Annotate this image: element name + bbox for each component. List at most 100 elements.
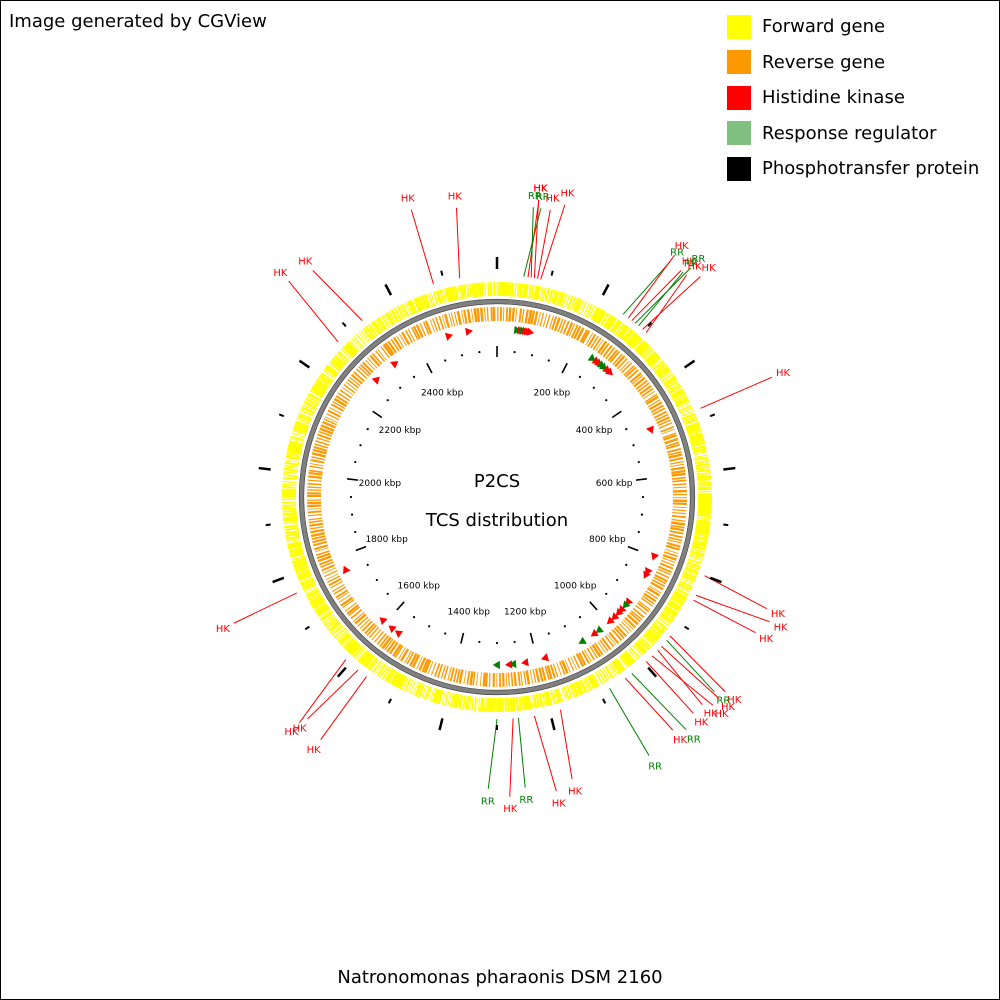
callout-line — [669, 635, 726, 693]
forward-gene — [556, 291, 563, 306]
forward-gene — [325, 364, 339, 376]
reverse-gene — [607, 349, 618, 362]
reverse-gene — [621, 621, 632, 632]
reverse-gene — [401, 331, 411, 346]
forward-gene — [439, 289, 445, 304]
inner-minor-tick — [386, 592, 389, 595]
reverse-gene — [669, 457, 684, 462]
forward-gene — [287, 540, 302, 547]
outer-tick — [684, 625, 690, 631]
outer-tick — [723, 523, 729, 527]
forward-gene — [599, 668, 609, 682]
forward-gene — [595, 671, 604, 685]
forward-gene — [289, 549, 304, 556]
reverse-gene — [635, 604, 648, 615]
forward-gene — [516, 283, 520, 298]
reverse-gene — [623, 365, 635, 376]
forward-gene — [301, 581, 316, 590]
reverse-gene — [450, 312, 456, 327]
reverse-gene — [570, 324, 579, 339]
reverse-gene — [458, 669, 464, 684]
hk-marker — [444, 332, 453, 341]
forward-gene — [697, 478, 712, 482]
reverse-gene — [453, 668, 458, 683]
forward-gene — [687, 558, 702, 565]
ruler-label: 200 kbp — [533, 389, 570, 399]
reverse-gene — [632, 607, 645, 619]
reverse-gene — [608, 631, 620, 644]
forward-gene — [689, 553, 704, 559]
reverse-gene — [466, 670, 471, 685]
forward-gene — [329, 623, 342, 634]
forward-gene — [602, 314, 612, 328]
hk-label: HK — [401, 194, 416, 205]
forward-gene — [447, 287, 454, 302]
forward-gene — [694, 456, 709, 462]
forward-gene — [510, 282, 514, 297]
reverse-gene — [641, 387, 654, 398]
outer-tick — [387, 698, 392, 704]
reverse-gene — [614, 355, 626, 368]
reverse-gene — [400, 648, 410, 662]
forward-gene — [547, 288, 554, 304]
forward-gene — [670, 595, 685, 605]
forward-gene — [344, 343, 357, 356]
forward-gene — [638, 344, 651, 357]
forward-gene — [399, 304, 407, 319]
forward-gene — [696, 474, 712, 480]
reverse-gene — [463, 670, 467, 685]
forward-gene — [683, 418, 698, 426]
rr-label: RR — [684, 258, 698, 269]
forward-gene — [327, 620, 341, 632]
forward-gene — [670, 388, 684, 398]
outer-tick — [723, 466, 736, 471]
inner-minor-tick — [616, 578, 619, 582]
forward-gene — [359, 651, 371, 665]
rr-label: RR — [528, 191, 542, 202]
forward-gene — [369, 658, 379, 671]
inner-major-tick — [347, 478, 359, 481]
forward-gene — [694, 459, 710, 465]
reverse-gene — [381, 636, 392, 650]
reverse-gene — [523, 670, 527, 685]
hk-label: HK — [694, 718, 709, 729]
reverse-gene — [448, 313, 453, 327]
reverse-gene — [364, 622, 376, 635]
reverse-gene — [480, 307, 484, 322]
reverse-gene — [513, 672, 517, 687]
credit-text: Image generated by CGView — [9, 11, 267, 32]
inner-major-tick — [627, 545, 639, 552]
reverse-gene — [651, 579, 666, 588]
forward-gene — [583, 302, 591, 316]
forward-gene — [319, 611, 334, 622]
reverse-gene — [486, 307, 489, 322]
outer-tick — [336, 666, 347, 678]
inner-minor-tick — [428, 625, 431, 628]
forward-gene — [401, 677, 409, 691]
forward-gene — [431, 688, 439, 703]
reverse-gene — [384, 342, 395, 356]
callout-line — [645, 274, 688, 333]
forward-gene — [444, 287, 451, 303]
forward-gene — [387, 669, 397, 684]
forward-gene — [303, 400, 318, 410]
forward-gene — [300, 578, 315, 587]
reverse-gene — [548, 315, 555, 330]
forward-gene — [633, 642, 646, 655]
forward-gene — [371, 320, 383, 334]
forward-gene — [648, 355, 661, 367]
forward-gene — [353, 336, 364, 348]
reverse-gene — [583, 649, 592, 663]
forward-gene — [338, 633, 352, 646]
hk-label: HK — [533, 184, 548, 195]
legend-label: Reverse gene — [762, 51, 886, 73]
forward-gene — [662, 609, 675, 620]
forward-gene — [294, 423, 309, 431]
forward-gene — [458, 694, 464, 709]
forward-gene — [684, 569, 698, 576]
hk-label: HK — [545, 194, 560, 205]
forward-gene — [611, 320, 622, 334]
forward-gene — [348, 641, 361, 655]
forward-gene — [367, 323, 379, 337]
forward-gene — [592, 307, 602, 322]
